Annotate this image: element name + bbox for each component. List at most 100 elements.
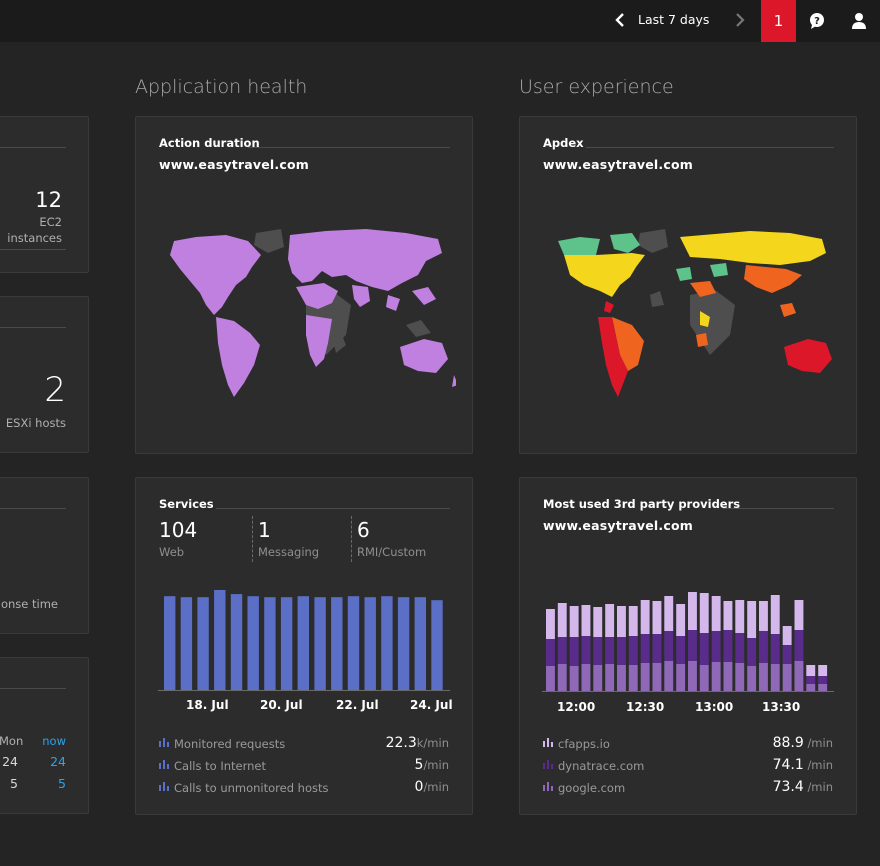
services-bar[interactable] (381, 596, 393, 690)
provider-bar-segment[interactable] (770, 595, 780, 634)
ec2-card[interactable]: 12 EC2 instances (0, 116, 89, 273)
provider-bar-segment[interactable] (569, 637, 579, 666)
esxi-card[interactable]: 2 ESXi hosts (0, 296, 89, 453)
provider-bar-segment[interactable] (605, 604, 615, 637)
provider-bar-segment[interactable] (735, 633, 745, 663)
chevron-left-icon[interactable] (608, 8, 632, 32)
provider-bar-segment[interactable] (676, 636, 686, 664)
provider-bar-segment[interactable] (676, 604, 686, 636)
provider-bar-segment[interactable] (557, 603, 567, 637)
services-bar[interactable] (214, 590, 226, 690)
provider-bar-segment[interactable] (676, 664, 686, 692)
apdex-card[interactable]: Apdex www.easytravel.com (519, 116, 857, 454)
services-bar[interactable] (247, 596, 259, 690)
services-bar[interactable] (164, 596, 176, 690)
provider-bar-segment[interactable] (770, 664, 780, 692)
providers-stacked-bar-chart[interactable] (542, 588, 834, 692)
provider-bar-segment[interactable] (747, 601, 757, 638)
provider-bar-segment[interactable] (699, 593, 709, 633)
provider-bar-segment[interactable] (628, 665, 638, 692)
services-bar[interactable] (414, 597, 426, 690)
provider-bar-segment[interactable] (569, 606, 579, 637)
provider-bar-segment[interactable] (688, 661, 697, 692)
provider-bar-segment[interactable] (723, 630, 733, 662)
provider-bar-segment[interactable] (759, 663, 768, 692)
services-bar[interactable] (431, 600, 443, 690)
services-bar[interactable] (331, 597, 343, 690)
provider-bar-segment[interactable] (652, 601, 662, 634)
metric-calls-to-unmonitored-hosts[interactable]: Calls to unmonitored hosts 0/min (159, 779, 449, 797)
services-bar[interactable] (280, 597, 293, 690)
metric-dynatrace[interactable]: dynatrace.com 74.1 /min (543, 757, 833, 775)
provider-bar-segment[interactable] (711, 596, 721, 631)
provider-bar-segment[interactable] (747, 638, 757, 666)
provider-bar-segment[interactable] (640, 600, 650, 634)
calendar-card[interactable]: Mon now 24 24 5 5 (0, 657, 89, 814)
chevron-right-icon[interactable] (728, 8, 752, 32)
services-bar[interactable] (264, 597, 276, 690)
provider-bar-segment[interactable] (569, 666, 579, 692)
world-map-apdex[interactable] (540, 225, 840, 415)
services-bar[interactable] (230, 594, 243, 690)
metric-calls-to-internet[interactable]: Calls to Internet 5/min (159, 757, 449, 775)
provider-bar-segment[interactable] (617, 606, 626, 637)
provider-bar-segment[interactable] (723, 662, 733, 692)
provider-bar-segment[interactable] (759, 601, 768, 631)
provider-bar-segment[interactable] (711, 631, 721, 662)
third-party-providers-card[interactable]: Most used 3rd party providers www.easytr… (519, 477, 857, 815)
services-bar-chart[interactable] (158, 588, 450, 692)
provider-bar-segment[interactable] (688, 592, 697, 630)
stat-web[interactable]: 104 Web (159, 518, 197, 559)
provider-bar-segment[interactable] (664, 631, 674, 661)
provider-bar-segment[interactable] (581, 664, 591, 692)
provider-bar-segment[interactable] (782, 664, 792, 692)
provider-bar-segment[interactable] (782, 645, 792, 664)
stat-messaging[interactable]: 1 Messaging (258, 518, 319, 559)
response-time-card[interactable]: onse time (0, 477, 89, 634)
stat-rmi-custom[interactable]: 6 RMI/Custom (357, 518, 426, 559)
provider-bar-segment[interactable] (818, 665, 828, 676)
provider-bar-segment[interactable] (557, 664, 567, 692)
provider-bar-segment[interactable] (782, 626, 792, 645)
provider-bar-segment[interactable] (593, 665, 603, 692)
provider-bar-segment[interactable] (640, 663, 650, 692)
provider-bar-segment[interactable] (747, 666, 757, 692)
provider-bar-segment[interactable] (699, 633, 709, 665)
provider-bar-segment[interactable] (735, 600, 745, 633)
provider-bar-segment[interactable] (652, 663, 662, 692)
provider-bar-segment[interactable] (640, 634, 650, 663)
metric-google[interactable]: google.com 73.4 /min (543, 779, 833, 797)
provider-bar-segment[interactable] (581, 636, 591, 664)
services-bar[interactable] (197, 597, 209, 690)
provider-bar-segment[interactable] (818, 684, 828, 692)
calendar-now-label[interactable]: now (42, 734, 66, 748)
help-chat-icon[interactable]: ? (804, 9, 830, 33)
metric-cfapps[interactable]: cfapps.io 88.9 /min (543, 735, 833, 753)
provider-bar-segment[interactable] (794, 630, 804, 661)
provider-bar-segment[interactable] (546, 609, 555, 639)
provider-bar-segment[interactable] (628, 636, 638, 665)
provider-bar-segment[interactable] (605, 637, 615, 664)
world-map-action-duration[interactable] (156, 225, 456, 415)
provider-bar-segment[interactable] (735, 663, 745, 692)
provider-bar-segment[interactable] (664, 596, 674, 631)
provider-bar-segment[interactable] (617, 637, 626, 665)
provider-bar-segment[interactable] (557, 637, 567, 664)
provider-bar-segment[interactable] (806, 684, 816, 692)
provider-bar-segment[interactable] (699, 665, 709, 692)
provider-bar-segment[interactable] (593, 637, 603, 665)
provider-bar-segment[interactable] (770, 634, 780, 664)
provider-bar-segment[interactable] (806, 665, 816, 676)
provider-bar-segment[interactable] (628, 606, 638, 636)
provider-bar-segment[interactable] (806, 676, 816, 684)
services-bar[interactable] (180, 597, 193, 690)
problems-badge[interactable]: 1 (761, 0, 796, 42)
services-bar[interactable] (397, 597, 410, 690)
provider-bar-segment[interactable] (617, 665, 626, 692)
provider-bar-segment[interactable] (711, 662, 721, 692)
provider-bar-segment[interactable] (723, 601, 733, 630)
services-bar[interactable] (347, 596, 360, 690)
provider-bar-segment[interactable] (759, 631, 768, 663)
provider-bar-segment[interactable] (605, 664, 615, 692)
services-bar[interactable] (297, 596, 309, 690)
